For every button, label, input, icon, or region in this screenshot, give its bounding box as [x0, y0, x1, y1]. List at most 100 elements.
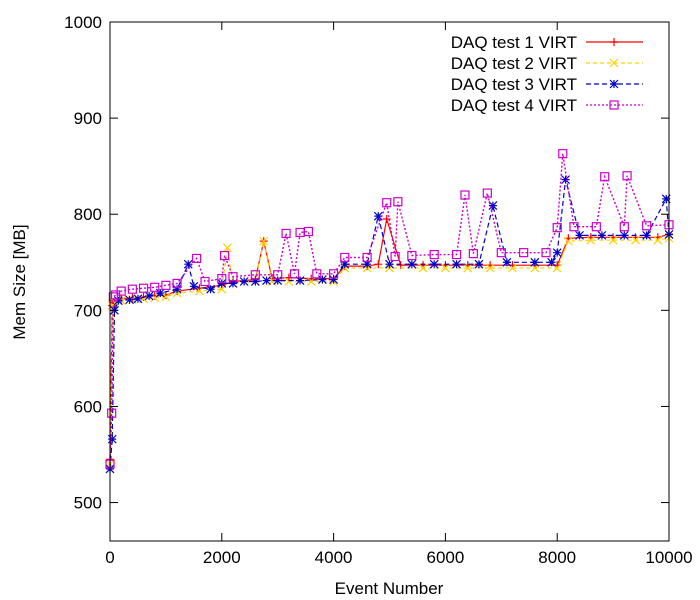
- series-4-point: [362, 252, 372, 263]
- series-4-point: [619, 222, 629, 232]
- series-1-point: [382, 215, 391, 224]
- legend-marker: [609, 58, 619, 68]
- series-3-point: [189, 281, 199, 291]
- x-axis-label: Event Number: [335, 579, 444, 598]
- series-3-line: [109, 179, 670, 469]
- series-2-point: [631, 235, 640, 245]
- series-3-point: [133, 294, 143, 304]
- x-tick-label: 10000: [645, 548, 692, 567]
- legend-label: DAQ test 1 VIRT: [451, 33, 577, 52]
- x-tick-label: 0: [105, 548, 114, 567]
- series-3-point: [561, 175, 571, 185]
- series-3-point: [107, 434, 117, 444]
- y-tick-label: 500: [74, 494, 102, 513]
- series-3-point: [172, 284, 182, 294]
- series-3-point: [488, 201, 498, 210]
- series-4-point: [250, 270, 260, 280]
- legend-label: DAQ test 3 VIRT: [451, 75, 577, 94]
- series-3-point: [407, 259, 417, 269]
- series-4-point: [591, 222, 601, 232]
- series-3-point: [262, 276, 271, 285]
- series-4-point: [172, 278, 182, 289]
- series-2: [105, 233, 674, 469]
- series-3-point: [317, 275, 327, 285]
- series-4-point: [273, 270, 283, 280]
- series-2-point: [222, 243, 232, 253]
- series-4-point: [393, 197, 403, 207]
- series-4-point: [622, 171, 632, 181]
- series-1: [106, 215, 673, 464]
- series-1-point: [374, 260, 383, 269]
- series-2-point: [418, 263, 428, 273]
- series-4-point: [600, 172, 610, 182]
- series-4-point: [150, 282, 160, 292]
- legend-marker: [610, 38, 618, 46]
- plot-frame: [109, 21, 670, 542]
- series-4-point: [192, 253, 202, 264]
- series-3-point: [329, 275, 339, 285]
- series-4-point: [460, 190, 470, 200]
- series-4-point: [312, 269, 322, 279]
- series-4-point: [390, 251, 400, 262]
- series-4-point: [138, 283, 149, 293]
- series-4-point: [329, 269, 339, 279]
- series-3-point: [547, 257, 557, 267]
- series-4-point: [496, 248, 506, 258]
- series-4-point: [289, 269, 300, 279]
- series-3-point: [552, 248, 562, 258]
- series-2-point: [284, 277, 294, 286]
- series-4-point: [558, 149, 568, 159]
- axis-ticks: 0 2000 4000 6000 8000 10000 500 600 700 800 900 100…: [64, 13, 692, 567]
- series-4-point: [161, 280, 171, 290]
- series-4-point: [219, 250, 230, 261]
- y-tick-label: 900: [74, 109, 102, 128]
- series-4-point: [281, 228, 291, 239]
- series-4-point: [217, 274, 227, 284]
- series-4-point: [200, 276, 210, 287]
- series-4-point: [482, 188, 492, 198]
- series-2-point: [440, 263, 450, 273]
- series-3-point: [474, 259, 484, 269]
- series-3-point: [373, 211, 383, 221]
- series-3-point: [273, 276, 283, 285]
- series-4-point: [519, 248, 529, 258]
- series-4-point: [468, 249, 478, 259]
- series-4-point: [552, 223, 562, 233]
- series-3-point: [530, 257, 540, 267]
- series-4-point: [228, 272, 238, 282]
- series-4-point: [569, 222, 579, 232]
- x-tick-label: 4000: [315, 548, 353, 567]
- x-tick-label: 2000: [203, 548, 241, 567]
- series-4-point: [127, 284, 137, 294]
- y-tick-label: 800: [74, 205, 102, 224]
- series-3-point: [575, 230, 584, 240]
- legend-label: DAQ test 2 VIRT: [451, 54, 577, 73]
- series-4-point: [541, 248, 551, 258]
- series-4-point: [407, 250, 417, 261]
- series-3-point: [295, 276, 305, 285]
- x-tick-label: 6000: [426, 548, 464, 567]
- series-2-point: [608, 235, 618, 245]
- series-3-point: [340, 259, 350, 269]
- legend-label: DAQ test 4 VIRT: [451, 96, 577, 115]
- series-2-point: [485, 263, 495, 273]
- series-2-point: [586, 235, 596, 245]
- y-tick-label: 600: [74, 397, 102, 416]
- series-2-point: [306, 277, 316, 286]
- series-4-point: [303, 226, 314, 237]
- series-3-point: [155, 288, 165, 298]
- series-3-point: [228, 278, 238, 288]
- x-tick-label: 8000: [538, 548, 576, 567]
- series-2-point: [463, 263, 473, 273]
- series-2-line: [109, 237, 670, 465]
- series-4-point: [451, 249, 462, 260]
- series-3-point: [239, 277, 249, 286]
- series-2-point: [563, 236, 573, 246]
- series-3-point: [429, 259, 439, 269]
- series-4-point: [116, 286, 126, 296]
- series-3-point: [502, 257, 512, 267]
- series-4-point: [108, 292, 118, 302]
- series-2-point: [161, 292, 171, 302]
- series-3-point: [452, 259, 462, 269]
